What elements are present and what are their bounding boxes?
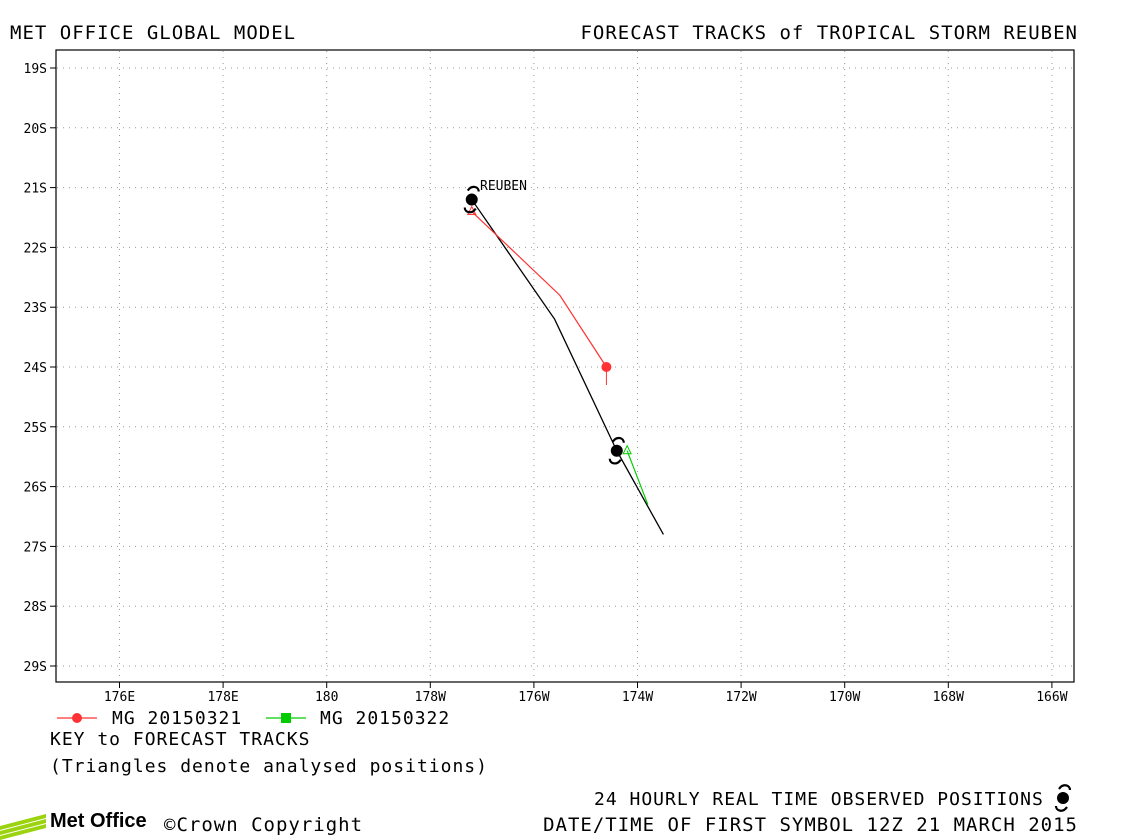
lat-tick-label: 29S (24, 660, 47, 675)
lat-tick-label: 21S (24, 182, 47, 197)
lon-tick-label: 172W (725, 690, 756, 705)
lat-tick-label: 23S (24, 301, 47, 316)
lat-tick-label: 20S (24, 122, 47, 137)
legend-key-title: KEY to FORECAST TRACKS (50, 729, 311, 750)
legend-red-marker (72, 713, 82, 723)
storm-name-label: REUBEN (480, 179, 527, 194)
tropical-storm-icon (1054, 784, 1072, 812)
first-symbol-date: DATE/TIME OF FIRST SYMBOL 12Z 21 MARCH 2… (543, 814, 1078, 836)
legend-series-1-label: MG 20150321 (112, 708, 243, 729)
legend-green-marker (281, 713, 291, 723)
lat-tick-label: 28S (24, 600, 47, 615)
lat-tick-label: 22S (24, 241, 47, 256)
triangles-note: (Triangles denote analysed positions) (50, 756, 488, 777)
lon-tick-label: 178W (415, 690, 446, 705)
lat-tick-label: 19S (24, 62, 47, 77)
right-title: FORECAST TRACKS of TROPICAL STORM REUBEN (580, 22, 1078, 44)
lon-tick-label: 176E (104, 690, 135, 705)
tropical-storm-icon (463, 185, 480, 214)
tropical-storm-icon (608, 436, 625, 465)
met-office-logo-icon (0, 814, 46, 840)
lon-tick-label: 180 (315, 690, 338, 705)
lat-tick-label: 24S (24, 361, 47, 376)
forecast-track-line (626, 450, 649, 505)
lat-tick-label: 26S (24, 481, 47, 496)
lat-tick-label: 27S (24, 540, 47, 555)
copyright-text: ©Crown Copyright (164, 814, 364, 836)
observed-position-legend-icon (1054, 784, 1072, 812)
map-frame (55, 49, 1075, 683)
lon-tick-label: 174W (622, 690, 653, 705)
lon-tick-label: 170W (829, 690, 860, 705)
left-title: MET OFFICE GLOBAL MODEL (10, 22, 297, 44)
lon-tick-label: 166W (1036, 690, 1067, 705)
observed-positions-note: 24 HOURLY REAL TIME OBSERVED POSITIONS (594, 789, 1044, 810)
observed-track-line (471, 199, 664, 535)
lat-tick-label: 25S (24, 421, 47, 436)
lon-tick-label: 168W (933, 690, 964, 705)
lon-tick-label: 178E (207, 690, 238, 705)
legend-series-2-label: MG 20150322 (320, 708, 451, 729)
analysed-position-triangle (622, 444, 632, 455)
brand-name: Met Office (50, 810, 147, 832)
lon-tick-label: 176W (518, 690, 549, 705)
forecast-track-line (471, 211, 607, 368)
